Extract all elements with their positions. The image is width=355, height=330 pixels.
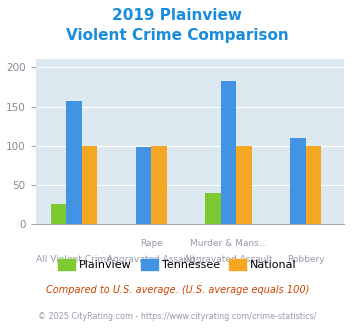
Text: Rape: Rape — [140, 239, 163, 248]
Bar — [236, 146, 252, 224]
Text: Aggravated Assault: Aggravated Assault — [107, 255, 196, 264]
Legend: Plainview, Tennessee, National: Plainview, Tennessee, National — [54, 255, 301, 275]
Text: Murder & Mans...: Murder & Mans... — [190, 239, 267, 248]
Bar — [205, 193, 221, 224]
Text: Compared to U.S. average. (U.S. average equals 100): Compared to U.S. average. (U.S. average … — [46, 285, 309, 295]
Bar — [51, 204, 66, 224]
Bar — [151, 146, 167, 224]
Bar — [66, 101, 82, 224]
Bar — [290, 138, 306, 224]
Bar — [306, 146, 321, 224]
Bar — [82, 146, 97, 224]
Bar — [136, 148, 151, 224]
Text: All Violent Crime: All Violent Crime — [36, 255, 112, 264]
Text: Robbery: Robbery — [287, 255, 324, 264]
Bar — [221, 81, 236, 224]
Text: © 2025 CityRating.com - https://www.cityrating.com/crime-statistics/: © 2025 CityRating.com - https://www.city… — [38, 312, 317, 321]
Text: Aggravated Assault: Aggravated Assault — [184, 255, 273, 264]
Text: Violent Crime Comparison: Violent Crime Comparison — [66, 28, 289, 43]
Text: 2019 Plainview: 2019 Plainview — [113, 8, 242, 23]
